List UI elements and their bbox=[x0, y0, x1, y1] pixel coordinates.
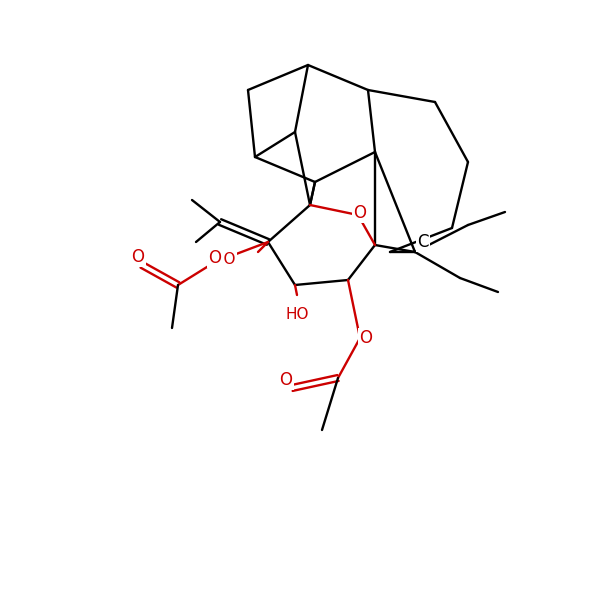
Text: O: O bbox=[359, 329, 373, 347]
Text: HO: HO bbox=[212, 253, 236, 268]
Text: O: O bbox=[280, 371, 293, 389]
Text: C: C bbox=[417, 233, 429, 251]
Text: O: O bbox=[209, 249, 221, 267]
Text: O: O bbox=[131, 248, 145, 266]
Text: O: O bbox=[353, 204, 367, 222]
Text: HO: HO bbox=[285, 307, 309, 322]
